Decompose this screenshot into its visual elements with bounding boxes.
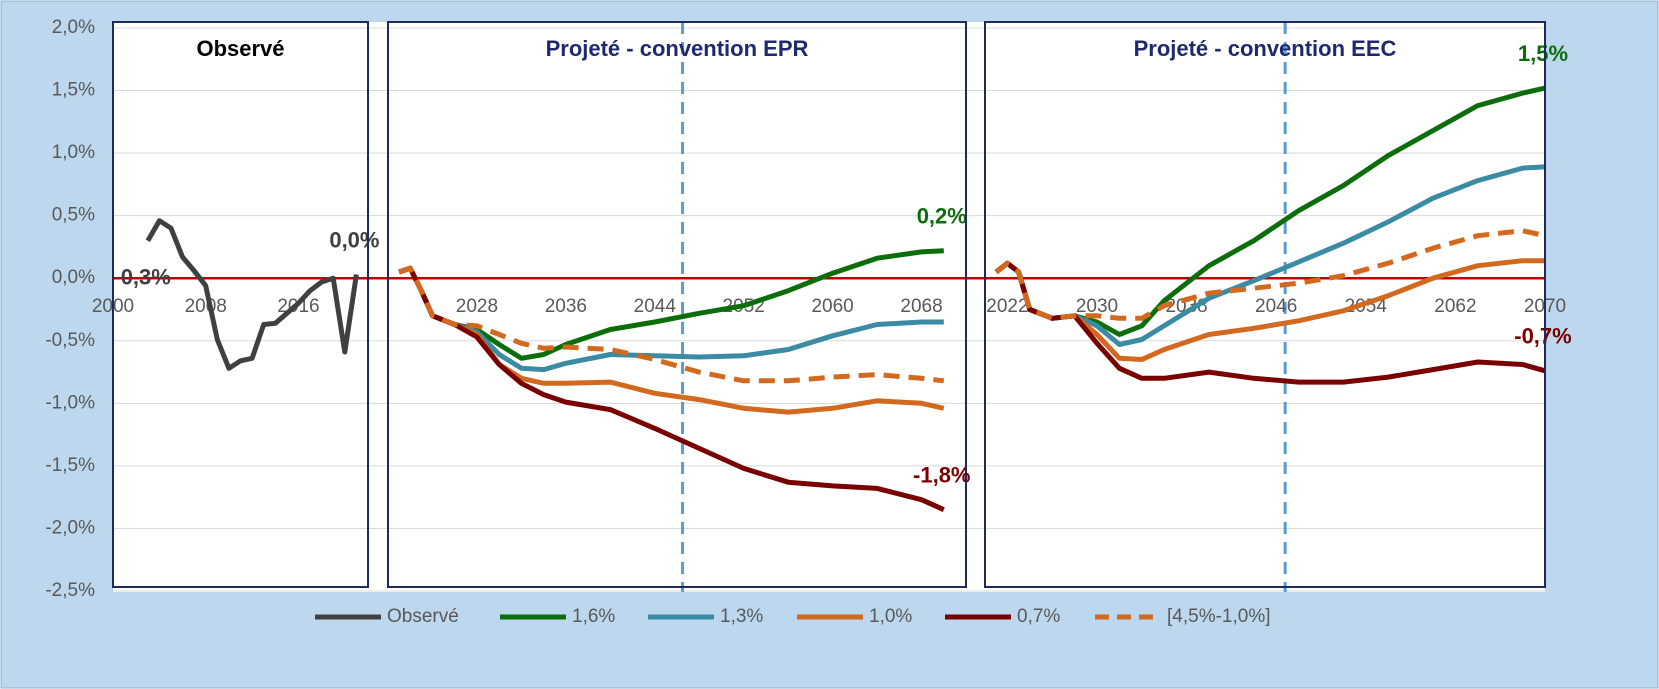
end-label: 0,0% <box>329 227 379 252</box>
x-tick-label: 2008 <box>185 296 227 317</box>
legend-label: 1,6% <box>572 606 615 627</box>
panel-title: Projeté - convention EEC <box>1134 36 1397 61</box>
series-line <box>994 260 1546 385</box>
x-tick-label: 2046 <box>1255 296 1297 317</box>
y-tick-label: -1,0% <box>45 392 95 413</box>
x-tick-label: 2028 <box>456 296 498 317</box>
y-tick-label: 0,5% <box>52 205 95 226</box>
end-label: 1,5% <box>1518 41 1568 66</box>
panel-frame <box>387 21 967 588</box>
legend-label: 0,7% <box>1017 606 1060 627</box>
panel-frame <box>112 21 369 588</box>
x-tick-label: 2060 <box>811 296 853 317</box>
y-tick-label: -0,5% <box>45 330 95 351</box>
y-tick-label: -2,0% <box>45 517 95 538</box>
y-tick-label: 1,0% <box>52 142 95 163</box>
x-tick-label: 2030 <box>1076 296 1118 317</box>
panel-frame <box>984 21 1546 588</box>
x-tick-label: 2068 <box>900 296 942 317</box>
x-tick-label: 2062 <box>1434 296 1476 317</box>
panel-title: Observé <box>196 36 284 61</box>
panel-title: Projeté - convention EPR <box>546 36 809 61</box>
end-label: -0,7% <box>1514 324 1571 349</box>
y-tick-label: 2,0% <box>52 17 95 38</box>
x-tick-label: 2036 <box>545 296 587 317</box>
y-tick-label: 0,0% <box>52 267 95 288</box>
x-tick-label: 2044 <box>634 296 677 317</box>
y-tick-label: 1,5% <box>52 80 95 101</box>
series-line <box>398 265 945 384</box>
y-tick-label: -2,5% <box>45 580 95 601</box>
legend-label: 1,3% <box>720 606 763 627</box>
x-tick-label: 2022 <box>986 296 1028 317</box>
y-tick-label: -1,5% <box>45 455 95 476</box>
end-label: 0,2% <box>917 204 967 229</box>
legend-label: Observé <box>387 606 459 627</box>
series-line <box>145 218 359 371</box>
x-tick-label: 2038 <box>1165 296 1207 317</box>
series-line <box>994 228 1546 321</box>
legend-label: [4,5%-1,0%] <box>1167 606 1271 627</box>
end-label: -1,8% <box>913 462 970 487</box>
legend-label: 1,0% <box>869 606 912 627</box>
start-label: 0,3% <box>121 265 171 290</box>
